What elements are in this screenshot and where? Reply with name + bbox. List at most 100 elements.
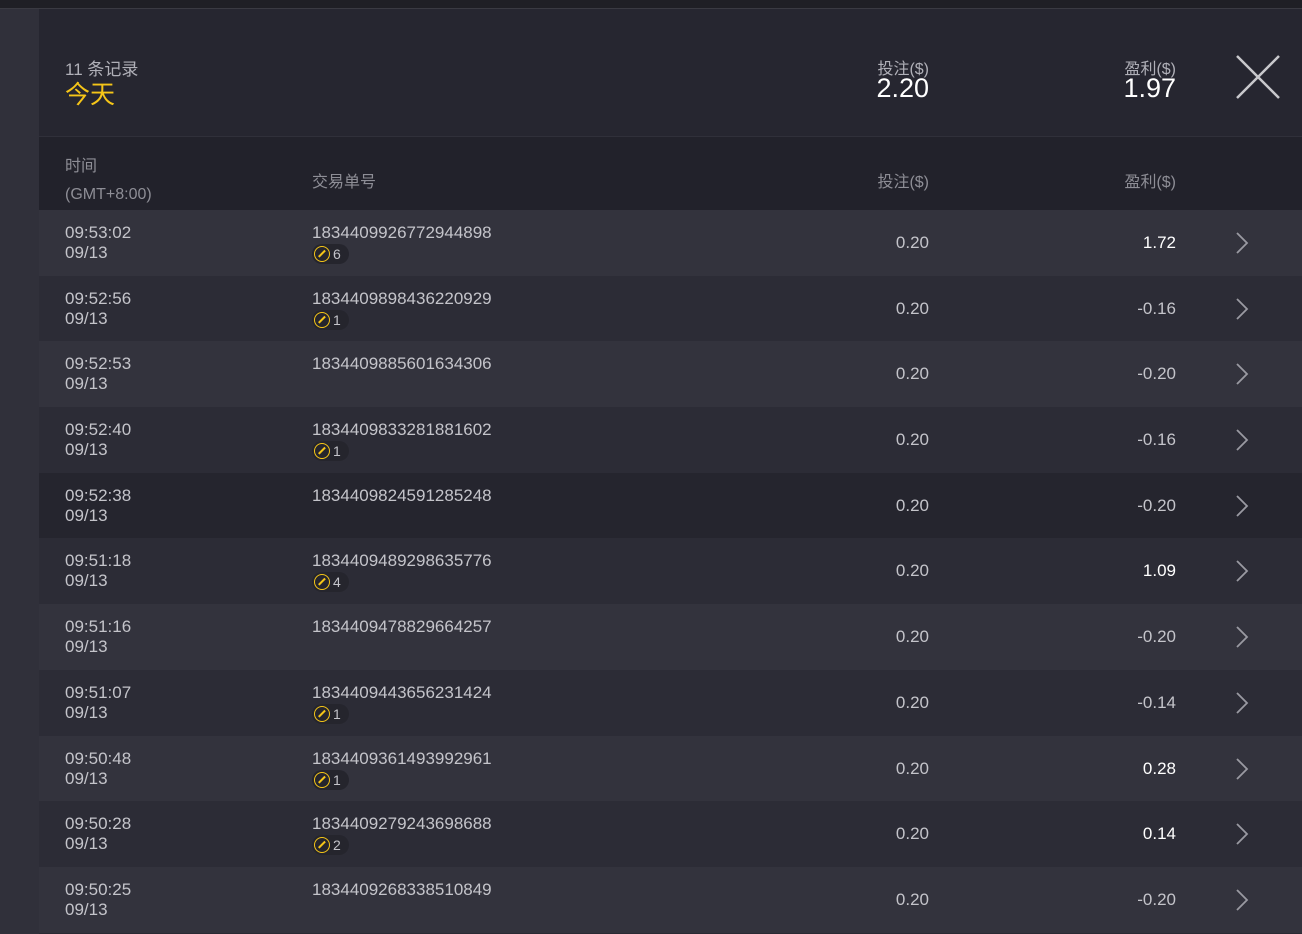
bet-total-label: 投注($) bbox=[877, 61, 929, 78]
profit-total-label: 盈利($) bbox=[1124, 61, 1176, 78]
row-time: 09:51:07 bbox=[65, 682, 132, 702]
row-date: 09/13 bbox=[65, 505, 108, 525]
chevron-right-icon[interactable] bbox=[1235, 823, 1249, 845]
row-time: 09:52:56 bbox=[65, 288, 132, 308]
free-spin-badge: 2 bbox=[312, 835, 349, 856]
row-bet: 0.20 bbox=[895, 889, 929, 909]
bet-history-panel: 11 条记录 今天 投注($) 2.20 盈利($) 1.97 时间 (GMT+… bbox=[39, 9, 1302, 934]
table-row[interactable]: 09:50:28 09/13 1834409279243698688 2 0.20 … bbox=[39, 801, 1302, 867]
row-bet: 0.20 bbox=[895, 364, 929, 384]
row-order-id: 1834409443656231424 bbox=[312, 682, 492, 702]
chevron-right-icon[interactable] bbox=[1235, 626, 1249, 648]
close-icon[interactable] bbox=[1235, 54, 1281, 100]
row-profit: -0.20 bbox=[1137, 495, 1176, 515]
summary-header: 11 条记录 今天 投注($) 2.20 盈利($) 1.97 bbox=[39, 9, 1302, 137]
row-order-id: 1834409885601634306 bbox=[312, 354, 492, 374]
row-time: 09:53:02 bbox=[65, 223, 132, 242]
chevron-right-icon[interactable] bbox=[1235, 363, 1249, 386]
row-bet: 0.20 bbox=[895, 758, 929, 778]
chevron-right-icon[interactable] bbox=[1235, 692, 1249, 714]
row-bet: 0.20 bbox=[895, 627, 929, 647]
row-profit: 0.14 bbox=[1142, 824, 1176, 844]
table-row[interactable]: 09:50:48 09/13 1834409361493992961 1 0.20 … bbox=[39, 735, 1302, 802]
spin-icon bbox=[314, 771, 330, 788]
spin-icon bbox=[314, 837, 330, 854]
row-date: 09/13 bbox=[65, 374, 108, 394]
table-row[interactable]: 09:52:53 09/13 1834409885601634306 0.20 -… bbox=[39, 341, 1302, 408]
table-row[interactable]: 09:52:40 09/13 1834409833281881602 1 0.20 … bbox=[39, 407, 1302, 473]
row-date: 09/13 bbox=[65, 440, 108, 460]
row-bet: 0.20 bbox=[895, 495, 929, 515]
table-header: 时间 (GMT+8:00) 交易单号 投注($) 盈利($) bbox=[39, 137, 1302, 210]
badge-count: 4 bbox=[333, 574, 341, 591]
row-profit: -0.20 bbox=[1137, 364, 1176, 384]
row-bet: 0.20 bbox=[895, 824, 929, 844]
row-time: 09:52:38 bbox=[65, 485, 132, 505]
badge-count: 2 bbox=[333, 837, 341, 854]
free-spin-badge: 1 bbox=[312, 769, 349, 790]
chevron-right-icon[interactable] bbox=[1235, 560, 1249, 583]
row-time: 09:50:28 bbox=[65, 814, 132, 834]
col-profit: 盈利($) bbox=[1124, 174, 1176, 191]
row-profit: -0.16 bbox=[1137, 298, 1176, 318]
row-profit: -0.20 bbox=[1137, 627, 1176, 647]
row-profit: -0.16 bbox=[1137, 430, 1176, 450]
row-date: 09/13 bbox=[65, 768, 108, 788]
period-label[interactable]: 今天 bbox=[65, 81, 116, 109]
row-time: 09:51:16 bbox=[65, 617, 132, 637]
chevron-right-icon[interactable] bbox=[1235, 889, 1249, 911]
row-order-id: 1834409268338510849 bbox=[312, 879, 492, 899]
table-row[interactable]: 09:53:02 09/13 1834409926772944898 6 0.20 … bbox=[39, 210, 1302, 276]
row-time: 09:52:40 bbox=[65, 420, 132, 440]
left-strip bbox=[0, 9, 39, 934]
row-date: 09/13 bbox=[65, 899, 108, 919]
chevron-right-icon[interactable] bbox=[1235, 429, 1249, 451]
chevron-right-icon[interactable] bbox=[1235, 757, 1249, 780]
row-order-id: 1834409824591285248 bbox=[312, 485, 492, 505]
row-bet: 0.20 bbox=[895, 233, 929, 252]
col-time: 时间 bbox=[65, 158, 98, 175]
row-order-id: 1834409478829664257 bbox=[312, 617, 492, 637]
row-order-id: 1834409489298635776 bbox=[312, 551, 492, 571]
badge-count: 1 bbox=[333, 311, 341, 328]
spin-icon bbox=[314, 246, 330, 262]
row-order-id: 1834409279243698688 bbox=[312, 814, 492, 834]
row-order-id: 1834409926772944898 bbox=[312, 223, 492, 242]
spin-icon bbox=[314, 574, 330, 591]
table-row[interactable]: 09:51:16 09/13 1834409478829664257 0.20 -… bbox=[39, 604, 1302, 670]
row-order-id: 1834409361493992961 bbox=[312, 748, 492, 768]
row-bet: 0.20 bbox=[895, 430, 929, 450]
record-count: 11 条记录 bbox=[65, 60, 139, 79]
row-profit: -0.14 bbox=[1137, 692, 1176, 712]
badge-count: 1 bbox=[333, 771, 341, 788]
spin-icon bbox=[314, 311, 330, 328]
row-order-id: 1834409833281881602 bbox=[312, 420, 492, 440]
table-row[interactable]: 09:50:25 09/13 1834409268338510849 0.20 -… bbox=[39, 866, 1302, 933]
free-spin-badge: 1 bbox=[312, 309, 349, 330]
table-row[interactable]: 09:51:07 09/13 1834409443656231424 1 0.20 … bbox=[39, 669, 1302, 736]
free-spin-badge: 6 bbox=[312, 244, 349, 264]
chevron-right-icon[interactable] bbox=[1235, 232, 1249, 254]
row-time: 09:52:53 bbox=[65, 354, 132, 374]
row-date: 09/13 bbox=[65, 637, 108, 657]
free-spin-badge: 1 bbox=[312, 441, 349, 462]
table-body: 09:53:02 09/13 1834409926772944898 6 0.20 … bbox=[39, 210, 1302, 933]
table-row[interactable]: 09:52:38 09/13 1834409824591285248 0.20 -… bbox=[39, 472, 1302, 539]
badge-count: 6 bbox=[333, 246, 341, 262]
row-bet: 0.20 bbox=[895, 561, 929, 581]
spin-icon bbox=[314, 705, 330, 722]
chevron-right-icon[interactable] bbox=[1235, 495, 1249, 517]
row-date: 09/13 bbox=[65, 243, 108, 262]
row-date: 09/13 bbox=[65, 702, 108, 722]
row-profit: -0.20 bbox=[1137, 889, 1176, 909]
row-bet: 0.20 bbox=[895, 692, 929, 712]
row-profit: 1.72 bbox=[1142, 233, 1176, 252]
chevron-right-icon[interactable] bbox=[1235, 298, 1249, 320]
spin-icon bbox=[314, 443, 330, 460]
top-bar bbox=[0, 0, 1302, 9]
table-row[interactable]: 09:52:56 09/13 1834409898436220929 1 0.20 … bbox=[39, 275, 1302, 342]
row-profit: 0.28 bbox=[1142, 758, 1176, 778]
table-row[interactable]: 09:51:18 09/13 1834409489298635776 4 0.20 … bbox=[39, 538, 1302, 605]
row-date: 09/13 bbox=[65, 834, 108, 854]
row-bet: 0.20 bbox=[895, 298, 929, 318]
